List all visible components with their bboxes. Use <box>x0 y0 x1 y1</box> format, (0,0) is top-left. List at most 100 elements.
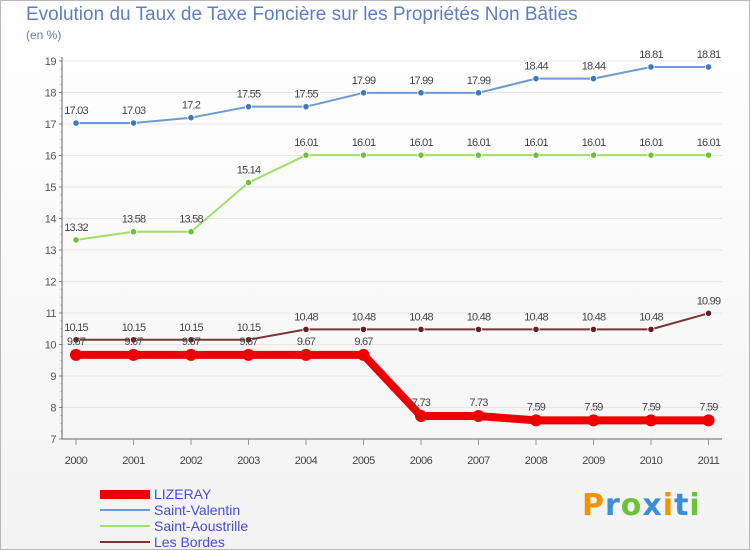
point-lizeray <box>587 414 600 427</box>
y-tick-label: 16 <box>45 151 57 163</box>
data-label-les-bordes: 10.48 <box>467 311 491 323</box>
proxiti-logo: Proxiti <box>582 488 701 523</box>
x-tick-label: 2001 <box>122 455 145 467</box>
legend-item-les-bordes: Les Bordes <box>100 534 248 550</box>
legend-label-saint-valentin: Saint-Valentin <box>154 501 241 518</box>
series-line-saint-valentin <box>75 65 710 125</box>
data-label-saint-aoustrille: 16.01 <box>352 137 376 149</box>
data-label-saint-valentin: 17.2 <box>182 100 201 112</box>
data-label-saint-aoustrille: 16.01 <box>697 137 721 149</box>
data-label-saint-valentin: 17.55 <box>294 89 318 101</box>
logo-letter: i <box>689 488 701 523</box>
legend-item-saint-aoustrille: Saint-Aoustrille <box>100 518 248 534</box>
series-line-saint-aoustrille <box>75 154 710 241</box>
point-lizeray <box>127 348 140 361</box>
x-tick-label: 2009 <box>582 455 605 467</box>
data-label-saint-valentin: 18.81 <box>639 49 663 61</box>
data-label-lizeray: 9.67 <box>67 336 86 348</box>
legend-label-saint-aoustrille: Saint-Aoustrille <box>154 517 249 534</box>
point-saint-aoustrille <box>532 151 540 159</box>
logo-letter: r <box>605 488 621 523</box>
point-lizeray <box>530 414 542 427</box>
point-les-bordes <box>302 325 310 333</box>
data-label-les-bordes: 10.48 <box>524 311 548 323</box>
data-label-lizeray: 7.73 <box>469 397 488 409</box>
data-label-lizeray: 9.67 <box>297 336 316 348</box>
data-label-les-bordes: 10.48 <box>352 311 376 323</box>
data-label-saint-valentin: 18.81 <box>697 49 721 61</box>
data-label-lizeray: 9.67 <box>182 336 201 348</box>
legend-swatch-saint-valentin <box>100 509 150 511</box>
data-label-saint-aoustrille: 13.32 <box>64 222 88 234</box>
chart-title: Evolution du Taux de Taxe Foncière sur l… <box>26 4 578 25</box>
legend-swatch-les-bordes <box>100 541 150 543</box>
point-les-bordes <box>244 336 253 344</box>
x-tick-label: 2006 <box>410 455 433 467</box>
point-saint-valentin <box>704 63 713 71</box>
data-label-saint-valentin: 17.03 <box>64 105 88 117</box>
series-line-les-bordes <box>75 312 710 341</box>
data-label-saint-valentin: 18.44 <box>524 61 548 73</box>
data-label-les-bordes: 10.15 <box>179 322 203 334</box>
point-saint-aoustrille <box>129 228 138 236</box>
data-label-saint-valentin: 17.99 <box>352 75 376 87</box>
point-saint-aoustrille <box>244 178 253 187</box>
chart-y-unit: (en %) <box>26 28 62 42</box>
point-les-bordes <box>187 336 195 344</box>
point-saint-aoustrille <box>474 151 483 159</box>
data-label-saint-valentin: 17.03 <box>122 105 146 117</box>
data-label-saint-valentin: 17.99 <box>467 75 491 87</box>
x-tick-label: 2010 <box>640 455 663 467</box>
point-saint-valentin <box>474 89 483 97</box>
point-saint-aoustrille <box>589 151 598 159</box>
data-label-lizeray: 7.73 <box>412 397 431 409</box>
point-saint-aoustrille <box>417 151 425 159</box>
point-saint-aoustrille <box>647 151 655 159</box>
x-tick-label: 2008 <box>525 455 548 467</box>
data-label-saint-aoustrille: 16.01 <box>294 137 318 149</box>
y-tick-label: 11 <box>46 308 57 320</box>
y-tick-label: 9 <box>50 371 56 383</box>
data-label-les-bordes: 10.15 <box>237 322 261 334</box>
point-les-bordes <box>417 325 425 333</box>
y-tick-label: 17 <box>45 119 57 131</box>
logo-letter: t <box>674 488 690 523</box>
legend-item-lizeray: LIZERAY <box>100 486 248 502</box>
data-label-saint-aoustrille: 16.01 <box>467 137 491 149</box>
point-saint-valentin <box>244 103 253 111</box>
y-tick-label: 14 <box>45 214 57 226</box>
data-label-saint-aoustrille: 15.14 <box>237 165 261 177</box>
point-lizeray <box>357 348 370 361</box>
logo-letter: x <box>642 488 663 523</box>
data-label-saint-aoustrille: 16.01 <box>639 137 663 149</box>
point-saint-valentin <box>359 89 368 97</box>
x-tick-label: 2002 <box>180 455 203 467</box>
y-tick-label: 12 <box>45 277 57 289</box>
point-saint-aoustrille <box>187 228 195 236</box>
logo-letter: i <box>662 488 675 523</box>
point-les-bordes <box>647 325 655 333</box>
legend-label-lizeray: LIZERAY <box>154 485 212 502</box>
data-label-saint-aoustrille: 16.01 <box>524 137 548 149</box>
point-saint-valentin <box>589 75 598 83</box>
x-tick-label: 2007 <box>467 455 490 467</box>
data-label-saint-valentin: 17.99 <box>409 75 433 87</box>
y-tick-label: 19 <box>45 56 57 68</box>
point-lizeray <box>300 348 312 361</box>
data-label-saint-aoustrille: 16.01 <box>582 137 606 149</box>
point-les-bordes <box>72 336 80 344</box>
data-label-les-bordes: 10.48 <box>294 311 318 323</box>
data-label-saint-aoustrille: 13.58 <box>122 214 146 226</box>
logo-letter: P <box>582 488 605 523</box>
legend-label-les-bordes: Les Bordes <box>154 533 225 550</box>
y-tick-label: 18 <box>45 88 57 100</box>
point-saint-valentin <box>72 119 80 127</box>
point-les-bordes <box>589 325 598 333</box>
point-les-bordes <box>704 309 713 317</box>
point-saint-valentin <box>532 75 540 83</box>
legend-swatch-saint-aoustrille <box>100 525 150 527</box>
point-lizeray <box>645 414 657 427</box>
data-label-lizeray: 7.59 <box>527 401 546 413</box>
data-label-lizeray: 7.59 <box>699 401 718 413</box>
